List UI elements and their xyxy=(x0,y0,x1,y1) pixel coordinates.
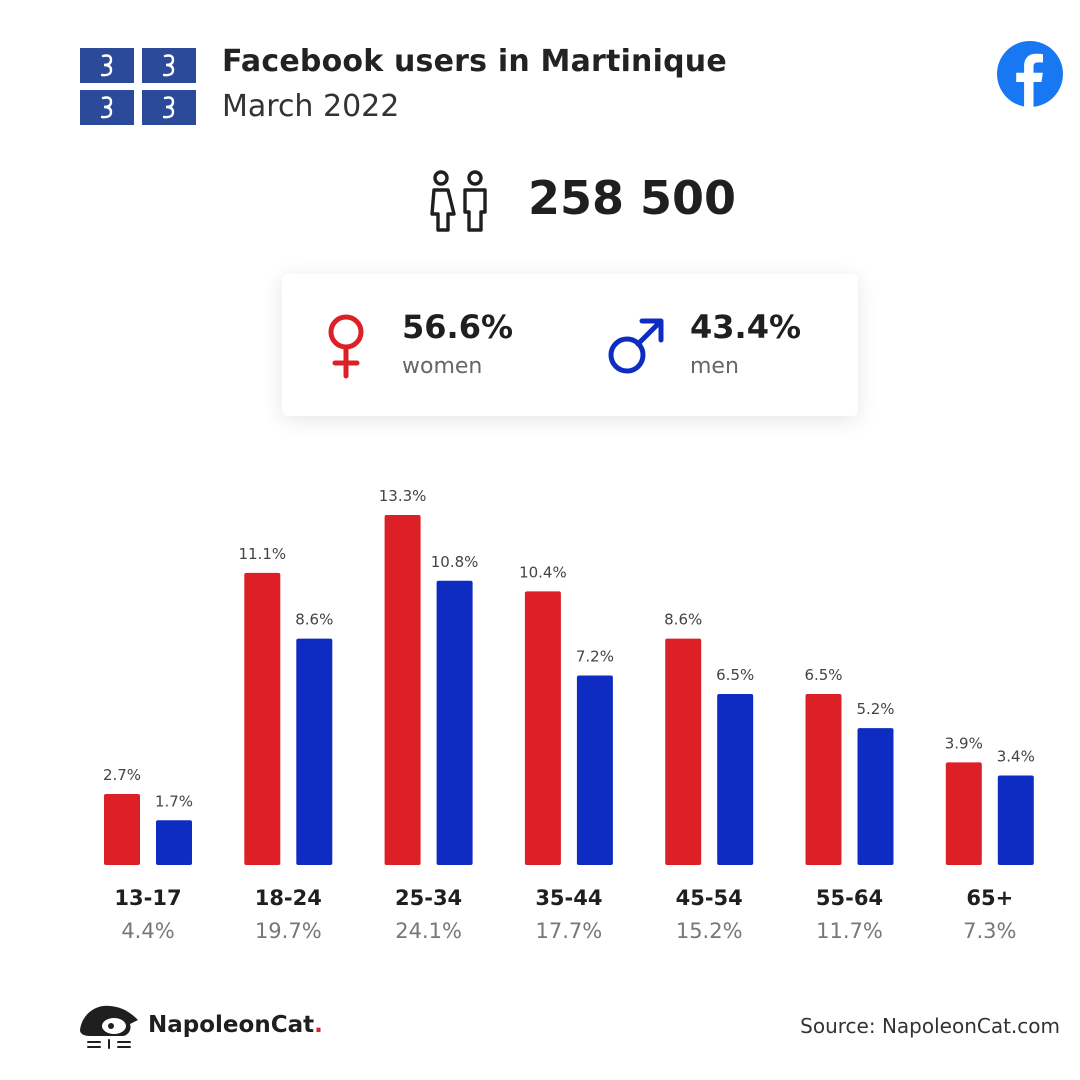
bar-women-35-44 xyxy=(524,591,561,865)
brand-name-text: NapoleonCat xyxy=(148,1012,315,1038)
category-label-55-64: 55-64 xyxy=(816,886,883,910)
male-percentage: 43.4% xyxy=(690,308,802,346)
chart-subtitle: March 2022 xyxy=(222,89,400,124)
martinique-flag-icon xyxy=(79,47,197,126)
bar-value-label-men-25-34: 10.8% xyxy=(431,553,479,571)
bar-value-label-women-55-64: 6.5% xyxy=(804,666,842,684)
bar-men-55-64 xyxy=(857,728,894,865)
female-percentage: 56.6% xyxy=(402,308,514,346)
brand-name: NapoleonCat. xyxy=(148,1012,323,1038)
bar-women-18-24 xyxy=(244,572,281,865)
category-label-65+: 65+ xyxy=(966,886,1013,910)
category-total-55-64: 11.7% xyxy=(816,919,883,943)
bar-value-label-men-55-64: 5.2% xyxy=(856,700,894,718)
bar-men-65+ xyxy=(997,775,1034,865)
bar-value-label-men-35-44: 7.2% xyxy=(576,648,614,666)
bar-women-45-54 xyxy=(665,638,702,865)
category-total-45-54: 15.2% xyxy=(676,919,743,943)
bar-men-25-34 xyxy=(436,580,473,865)
chart-title: Facebook users in Martinique xyxy=(222,44,727,79)
category-label-45-54: 45-54 xyxy=(676,886,743,910)
brand-name-dot: . xyxy=(314,1012,323,1038)
source-text: Source: NapoleonCat.com xyxy=(800,1014,1060,1038)
category-total-25-34: 24.1% xyxy=(395,919,462,943)
labels-group: 2.7% 1.7% 13-17 4.4% 11.1% 8.6% 18-24 19.7% 13.3… xyxy=(103,487,1035,943)
bar-women-25-34 xyxy=(384,515,421,865)
male-label: men xyxy=(690,354,739,379)
bar-value-label-women-25-34: 13.3% xyxy=(379,487,427,505)
users-icon xyxy=(430,170,487,232)
female-label: women xyxy=(402,354,483,379)
gender-summary-card: 56.6% women 43.4% men xyxy=(282,274,858,416)
category-total-18-24: 19.7% xyxy=(255,919,322,943)
male-symbol-icon xyxy=(608,318,664,374)
bar-men-18-24 xyxy=(296,638,333,865)
female-symbol-icon xyxy=(328,314,364,379)
bar-women-65+ xyxy=(945,762,982,865)
category-label-18-24: 18-24 xyxy=(255,886,322,910)
bar-value-label-women-65+: 3.9% xyxy=(945,734,983,752)
bar-men-45-54 xyxy=(717,693,754,865)
facebook-logo-icon xyxy=(997,41,1063,107)
bar-value-label-men-18-24: 8.6% xyxy=(295,611,333,629)
category-total-65+: 7.3% xyxy=(963,919,1016,943)
bar-value-label-women-18-24: 11.1% xyxy=(238,545,286,563)
category-label-35-44: 35-44 xyxy=(535,886,602,910)
category-label-25-34: 25-34 xyxy=(395,886,462,910)
bar-value-label-women-35-44: 10.4% xyxy=(519,563,567,581)
bar-men-13-17 xyxy=(156,820,192,865)
category-label-13-17: 13-17 xyxy=(114,886,181,910)
total-users-value: 258 500 xyxy=(528,171,737,225)
bar-value-label-men-65+: 3.4% xyxy=(997,748,1035,766)
bar-women-55-64 xyxy=(805,693,842,865)
bar-women-13-17 xyxy=(104,793,140,865)
bar-men-35-44 xyxy=(576,675,613,865)
bar-value-label-women-13-17: 2.7% xyxy=(103,766,141,784)
bars-group xyxy=(104,515,1034,865)
category-total-35-44: 17.7% xyxy=(536,919,603,943)
category-total-13-17: 4.4% xyxy=(121,919,174,943)
bar-value-label-women-45-54: 8.6% xyxy=(664,611,702,629)
bar-value-label-men-13-17: 1.7% xyxy=(155,792,193,810)
bar-value-label-men-45-54: 6.5% xyxy=(716,666,754,684)
napoleoncat-logo-icon xyxy=(80,1005,138,1049)
